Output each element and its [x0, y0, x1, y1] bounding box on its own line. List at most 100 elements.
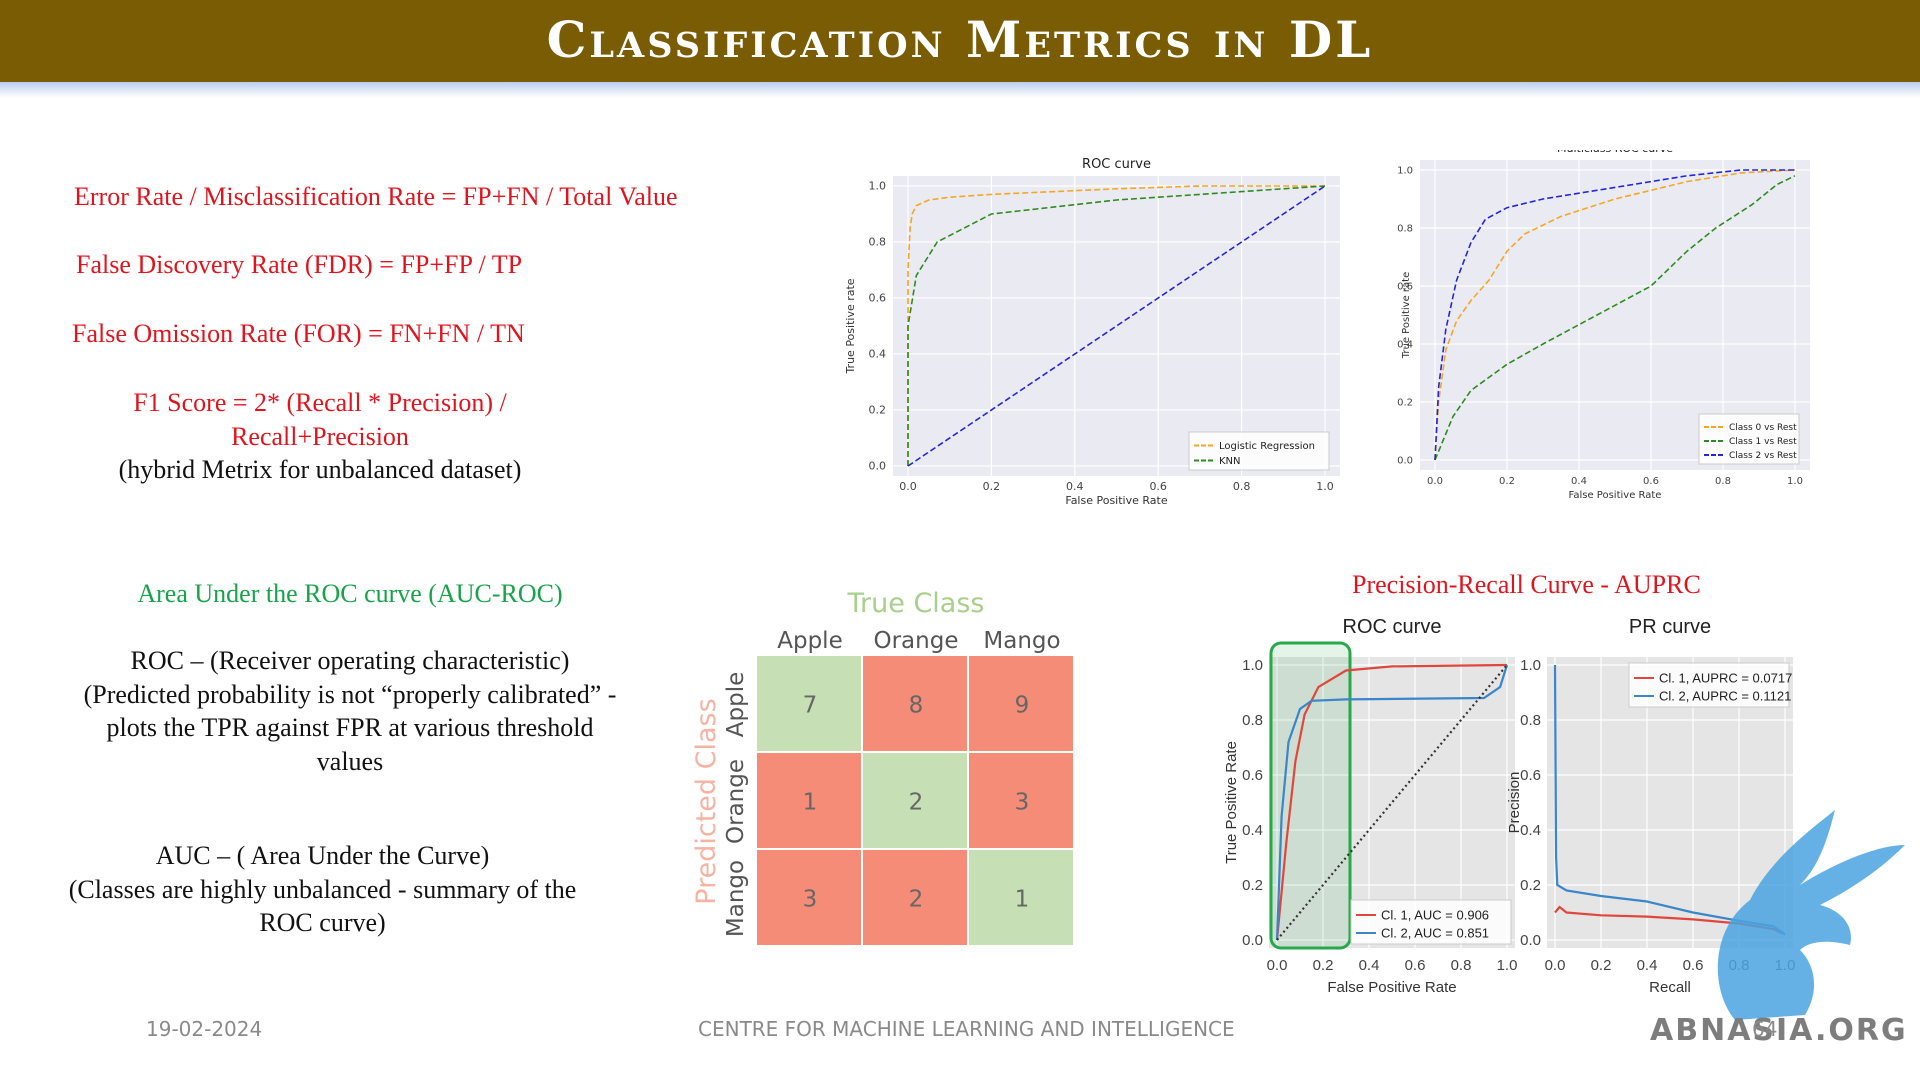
legend-label: Cl. 2, AUC = 0.851	[1381, 925, 1489, 940]
series-line	[1434, 175, 1796, 461]
cm-cell	[969, 656, 1073, 751]
cm-cell-value: 9	[1015, 693, 1030, 719]
auc-desc-line3: ROC curve)	[259, 908, 386, 937]
roc-auc-chart: 0.0 0.0 0.2 0.2 0.4 0.4 0.6 0.6 0.8 0.8 1.0 1.0 ROC …	[1222, 615, 1522, 1000]
cm-cell	[757, 753, 861, 848]
auc-desc-line2: (Classes are highly unbalanced - summary…	[68, 875, 577, 904]
watermark-text: ABNASIA.ORG	[1650, 1013, 1908, 1048]
x-tick-label: 0.2	[983, 480, 1001, 493]
y-tick-label: 0.6	[1520, 767, 1541, 784]
legend-label: Cl. 1, AUPRC = 0.0717	[1659, 670, 1792, 685]
cm-cell	[863, 656, 967, 751]
x-axis-label: Recall	[1649, 979, 1691, 996]
y-tick-label: 0.8	[1242, 712, 1263, 729]
x-tick-label: 0.8	[1233, 480, 1251, 493]
x-tick-label: 0.0	[1427, 476, 1443, 487]
y-tick-label: 0.2	[1242, 877, 1263, 894]
cm-cell-value: 1	[1015, 887, 1030, 913]
f1-note: (hybrid Metrix for unbalanced dataset)	[118, 455, 522, 484]
for-formula: False Omission Rate (FOR) = FN+FN / TN	[72, 319, 525, 348]
legend-label: Cl. 2, AUPRC = 0.1121	[1659, 688, 1791, 703]
series-line	[1434, 169, 1796, 461]
x-tick-label: 0.4	[1571, 476, 1587, 487]
cm-column-label: Orange	[874, 628, 959, 654]
x-tick-label: 1.0	[1787, 476, 1803, 487]
cm-row-label: Orange	[723, 759, 749, 844]
y-tick-label: 0.0	[869, 460, 887, 473]
series-line	[1275, 664, 1509, 941]
auc-desc-line1: AUC – ( Area Under the Curve)	[155, 841, 490, 870]
x-axis-label: False Positive Rate	[1327, 979, 1456, 996]
legend-label: Class 1 vs Rest	[1729, 437, 1797, 447]
x-tick-label: 0.8	[1715, 476, 1731, 487]
series-line	[907, 185, 1326, 466]
cm-cell-value: 2	[909, 887, 924, 913]
x-tick-label: 0.6	[1643, 476, 1659, 487]
x-tick-label: 0.0	[899, 480, 917, 493]
roc-desc-line4: values	[316, 747, 384, 776]
y-axis-label: True Positive rate	[844, 278, 857, 374]
legend-box	[1628, 662, 1790, 708]
chart-title: Multiclass ROC curve	[1557, 150, 1673, 155]
y-tick-label: 1.0	[1397, 165, 1413, 176]
x-tick-label: 1.0	[1316, 480, 1334, 493]
fdr-formula: False Discovery Rate (FDR) = FP+FP / TP	[76, 250, 523, 279]
legend-label: Logistic Regression	[1219, 441, 1315, 452]
roc-curve-chart: 0.0 0.0 0.2 0.2 0.4 0.4 0.6 0.6 0.8 0.8 1.0 1.0 ROC …	[840, 148, 1360, 523]
y-tick-label: 0.4	[1520, 822, 1541, 839]
y-tick-label: 1.0	[1242, 657, 1263, 674]
y-tick-label: 0.6	[869, 292, 887, 305]
x-tick-label: 0.6	[1683, 957, 1704, 974]
series-line	[907, 185, 1325, 466]
cm-row-label: Apple	[723, 672, 749, 737]
y-tick-label: 1.0	[869, 180, 887, 193]
x-tick-label: 0.2	[1591, 957, 1612, 974]
x-tick-label: 0.6	[1149, 480, 1167, 493]
footer-page-number: 64	[1752, 1017, 1778, 1041]
legend-label: Class 0 vs Rest	[1729, 423, 1797, 433]
x-tick-label: 0.4	[1066, 480, 1084, 493]
chart-svg: 0.00.0 0.2 0.2 0.4 0.4 0.6 0.6 0.8 0.8 1.0 1.0 ROC …	[1223, 616, 1517, 996]
cm-cell-value: 2	[909, 790, 924, 816]
highlight-region	[1269, 641, 1352, 950]
y-tick-label: 0.8	[1397, 223, 1413, 234]
roc-desc-line2: (Predicted probability is not “properly …	[83, 680, 617, 709]
x-axis-label: False Positive Rate	[1569, 490, 1662, 501]
y-tick-label: 0.4	[1242, 822, 1263, 839]
header-banner	[0, 0, 1920, 82]
cm-cell	[863, 850, 967, 945]
legend-box	[1698, 413, 1800, 465]
cm-y-label: Predicted Class	[691, 698, 722, 904]
x-tick-label: 0.2	[1313, 957, 1334, 974]
chart-title: PR curve	[1629, 616, 1711, 638]
cm-cell	[863, 753, 967, 848]
x-tick-label: 0.4	[1637, 957, 1658, 974]
y-axis-label: True Positive rate	[1401, 272, 1412, 359]
cm-cell-value: 1	[803, 790, 818, 816]
slide-header: Classification Metrics in DL	[0, 0, 1920, 98]
cm-cell-value: 7	[803, 693, 818, 719]
legend-label: KNN	[1219, 456, 1241, 467]
y-tick-label: 0.2	[869, 404, 887, 417]
footer-center-name: CENTRE FOR MACHINE LEARNING AND INTELLIG…	[698, 1017, 1235, 1041]
cm-cell-value: 3	[1015, 790, 1030, 816]
roc-desc-line1: ROC – (Receiver operating characteristic…	[130, 646, 570, 675]
cm-row-label: Mango	[723, 860, 749, 937]
pr-curve-heading: Precision-Recall Curve - AUPRC	[1352, 570, 1701, 599]
cm-column-label: Apple	[777, 628, 842, 654]
cm-cell	[969, 753, 1073, 848]
y-tick-label: 1.0	[1520, 657, 1541, 674]
y-tick-label: 0.0	[1242, 932, 1263, 949]
series-line	[1434, 169, 1795, 461]
x-tick-label: 0.8	[1451, 957, 1472, 974]
y-tick-label: 0.4	[869, 348, 887, 361]
x-tick-label: 0.2	[1499, 476, 1515, 487]
x-tick-label: 0.0	[1267, 957, 1288, 974]
y-axis-label: Precision	[1506, 772, 1523, 834]
multiclass-roc-chart: 0.0 0.0 0.2 0.2 0.4 0.4 0.6 0.6 0.8 0.8 1.0 1.0 Mult…	[1395, 142, 1850, 510]
y-tick-label: 0.2	[1520, 877, 1541, 894]
slide-title: Classification Metrics in DL	[546, 10, 1374, 69]
y-tick-label: 0.8	[869, 236, 887, 249]
cm-cell	[969, 850, 1073, 945]
legend-label: Class 2 vs Rest	[1729, 451, 1797, 461]
